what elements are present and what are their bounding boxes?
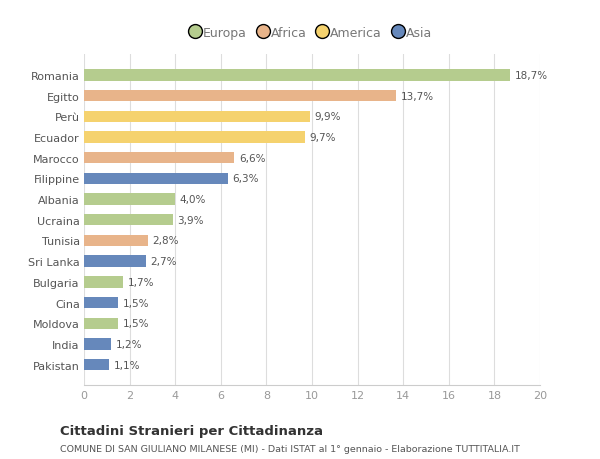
Text: 1,2%: 1,2%: [116, 339, 142, 349]
Bar: [84, 153, 235, 164]
Text: 2,8%: 2,8%: [152, 236, 179, 246]
Bar: [84, 359, 109, 370]
Text: 1,7%: 1,7%: [127, 277, 154, 287]
Bar: [84, 132, 305, 143]
Text: 3,9%: 3,9%: [178, 215, 204, 225]
Bar: [84, 235, 148, 246]
Bar: [84, 297, 118, 308]
Bar: [84, 70, 511, 81]
Bar: [84, 112, 310, 123]
Text: Cittadini Stranieri per Cittadinanza: Cittadini Stranieri per Cittadinanza: [60, 425, 323, 437]
Text: COMUNE DI SAN GIULIANO MILANESE (MI) - Dati ISTAT al 1° gennaio - Elaborazione T: COMUNE DI SAN GIULIANO MILANESE (MI) - D…: [60, 444, 520, 453]
Text: 6,6%: 6,6%: [239, 153, 266, 163]
Legend: Europa, Africa, America, Asia: Europa, Africa, America, Asia: [187, 22, 437, 45]
Text: 6,3%: 6,3%: [232, 174, 259, 184]
Bar: [84, 194, 175, 205]
Text: 9,9%: 9,9%: [314, 112, 341, 122]
Bar: [84, 174, 227, 185]
Text: 1,5%: 1,5%: [123, 298, 149, 308]
Text: 4,0%: 4,0%: [180, 195, 206, 205]
Text: 18,7%: 18,7%: [515, 71, 548, 81]
Text: 1,5%: 1,5%: [123, 319, 149, 329]
Text: 13,7%: 13,7%: [401, 91, 434, 101]
Bar: [84, 277, 123, 288]
Text: 2,7%: 2,7%: [150, 257, 176, 267]
Bar: [84, 318, 118, 329]
Bar: [84, 339, 112, 350]
Text: 1,1%: 1,1%: [113, 360, 140, 370]
Bar: [84, 256, 146, 267]
Text: 9,7%: 9,7%: [310, 133, 336, 143]
Bar: [84, 215, 173, 226]
Bar: [84, 91, 397, 102]
